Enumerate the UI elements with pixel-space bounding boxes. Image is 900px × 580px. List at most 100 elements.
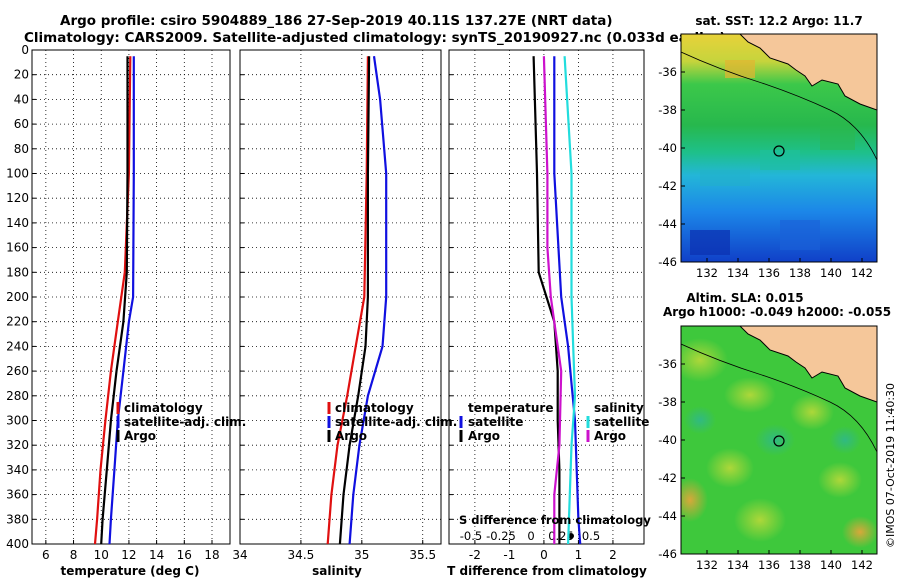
sla-map-title2: Argo h1000: -0.049 h2000: -0.055 bbox=[663, 305, 891, 319]
y-tick-label: 380 bbox=[6, 512, 29, 526]
x-tick-label: 14 bbox=[149, 548, 164, 562]
y-tick-label: 180 bbox=[6, 265, 29, 279]
difference-xlabel: T difference from climatology bbox=[447, 564, 647, 578]
lat-tick-label: -40 bbox=[658, 433, 677, 447]
y-tick-label: 280 bbox=[6, 389, 29, 403]
sst-map bbox=[681, 34, 877, 262]
y-tick-label: 60 bbox=[14, 117, 29, 131]
legend-satellite: satellite-adj. clim. bbox=[335, 415, 457, 429]
lon-tick-label: 134 bbox=[727, 266, 749, 280]
lat-tick-label: -38 bbox=[658, 103, 677, 117]
y-tick-label: 200 bbox=[6, 290, 29, 304]
legend-climatology: climatology bbox=[335, 401, 414, 415]
x-tick-label: 2 bbox=[609, 548, 617, 562]
land-mass bbox=[740, 326, 877, 402]
lon-tick-label: 136 bbox=[758, 558, 780, 572]
series-line-satellite-adj-clim- bbox=[348, 56, 388, 545]
x-tick-label: 18 bbox=[204, 548, 219, 562]
temperature-profile-panel: 0 20 40 60 80 100 120 140 160 180 200 220 240 260 280 3… bbox=[6, 43, 231, 562]
imos-credit: ©IMOS 07-Oct-2019 11:40:30 bbox=[884, 383, 897, 548]
legend-salinity-title: salinity bbox=[594, 401, 644, 415]
argo-location-marker bbox=[773, 435, 785, 447]
lat-tick-label: -38 bbox=[658, 395, 677, 409]
series-line-argo bbox=[100, 56, 129, 545]
lon-tick-label: 138 bbox=[789, 266, 811, 280]
figure-title-line1: Argo profile: csiro 5904889_186 27-Sep-2… bbox=[60, 13, 613, 29]
lon-tick-label: 140 bbox=[820, 558, 842, 572]
lat-tick-label: -44 bbox=[658, 509, 677, 523]
lat-tick-label: -46 bbox=[658, 547, 677, 561]
lat-tick-label: -36 bbox=[658, 65, 677, 79]
legend-climatology: climatology bbox=[124, 401, 203, 415]
lon-tick-label: 140 bbox=[820, 266, 842, 280]
top-x-tick-label: 0 bbox=[527, 529, 534, 543]
coastline bbox=[739, 34, 877, 111]
y-tick-label: 400 bbox=[6, 537, 29, 551]
x-tick-label: 16 bbox=[177, 548, 192, 562]
legend-argo: Argo bbox=[335, 429, 367, 443]
lat-tick-label: -40 bbox=[658, 141, 677, 155]
series-line-argo bbox=[338, 56, 371, 545]
sst-map-title: sat. SST: 12.2 Argo: 11.7 bbox=[695, 14, 862, 28]
salinity-legend: climatology satellite-adj. clim. Argo bbox=[327, 401, 457, 443]
x-tick-label: 6 bbox=[42, 548, 50, 562]
x-tick-label: 35 bbox=[354, 548, 369, 562]
x-tick-label: 0 bbox=[540, 548, 548, 562]
x-tick-label: 8 bbox=[70, 548, 78, 562]
sst-map-axes: -36 -38 -40 -42 -44 -46 132 134 136 138 140 142 bbox=[658, 65, 873, 280]
y-tick-label: 140 bbox=[6, 216, 29, 230]
y-tick-label: 40 bbox=[14, 92, 29, 106]
salinity-xlabel: salinity bbox=[312, 564, 362, 578]
series-line-t-satellite bbox=[553, 56, 582, 545]
legend-argo: Argo bbox=[124, 429, 156, 443]
figure-title-line2: Climatology: CARS2009. Satellite-adjuste… bbox=[24, 30, 726, 46]
bathymetry-contour bbox=[681, 343, 877, 453]
lon-tick-label: 142 bbox=[851, 266, 873, 280]
x-tick-label: -1 bbox=[503, 548, 515, 562]
legend-temperature-title: temperature bbox=[468, 401, 553, 415]
lon-tick-label: 142 bbox=[851, 558, 873, 572]
y-tick-label: 320 bbox=[6, 438, 29, 452]
y-tick-label: 20 bbox=[14, 68, 29, 82]
lon-tick-label: 132 bbox=[696, 558, 718, 572]
top-x-tick-label: -0.5 bbox=[460, 529, 482, 543]
lon-tick-label: 134 bbox=[727, 558, 749, 572]
salinity-profile-panel: 34 34.5 35 35.5 bbox=[232, 49, 442, 562]
argo-location-marker bbox=[773, 145, 785, 157]
difference-profile-panel: -2 -1 0 1 2-0.5 -0.25 0 0.25 0.5 bbox=[448, 49, 645, 562]
difference-legend-salinity: salinity satellite Argo bbox=[586, 401, 649, 443]
y-tick-label: 240 bbox=[6, 339, 29, 353]
sla-map bbox=[681, 326, 877, 554]
x-tick-label: -2 bbox=[469, 548, 481, 562]
lat-tick-label: -36 bbox=[658, 357, 677, 371]
y-tick-label: 120 bbox=[6, 191, 29, 205]
x-tick-label: 34 bbox=[232, 548, 247, 562]
legend-salinity-argo: Argo bbox=[594, 429, 626, 443]
series-line-climatology bbox=[326, 56, 369, 545]
lat-tick-label: -42 bbox=[658, 471, 677, 485]
x-tick-label: 12 bbox=[121, 548, 136, 562]
y-tick-label: 100 bbox=[6, 167, 29, 181]
coastline bbox=[739, 326, 877, 403]
y-tick-label: 160 bbox=[6, 241, 29, 255]
lat-tick-label: -44 bbox=[658, 217, 677, 231]
x-tick-label: 35.5 bbox=[409, 548, 436, 562]
lat-tick-label: -46 bbox=[658, 255, 677, 269]
difference-legend-temperature: temperature satellite Argo bbox=[459, 401, 553, 443]
temperature-legend: climatology satellite-adj. clim. Argo bbox=[116, 401, 246, 443]
y-tick-label: 0 bbox=[21, 43, 29, 57]
y-tick-label: 360 bbox=[6, 488, 29, 502]
sla-map-axes: -36 -38 -40 -42 -44 -46 132 134 136 138 140 142 bbox=[658, 357, 873, 572]
top-x-tick-label: -0.25 bbox=[486, 529, 516, 543]
legend-temperature-satellite: satellite bbox=[468, 415, 523, 429]
series-line-t-argo bbox=[532, 56, 561, 544]
lat-tick-label: -42 bbox=[658, 179, 677, 193]
sla-map-title1: Altim. SLA: 0.015 bbox=[686, 291, 803, 305]
legend-satellite: satellite-adj. clim. bbox=[124, 415, 246, 429]
series-line-satellite-adj-clim- bbox=[108, 56, 135, 545]
lon-tick-label: 136 bbox=[758, 266, 780, 280]
lon-tick-label: 138 bbox=[789, 558, 811, 572]
series-line-s-satellite bbox=[563, 56, 577, 545]
y-tick-label: 340 bbox=[6, 463, 29, 477]
